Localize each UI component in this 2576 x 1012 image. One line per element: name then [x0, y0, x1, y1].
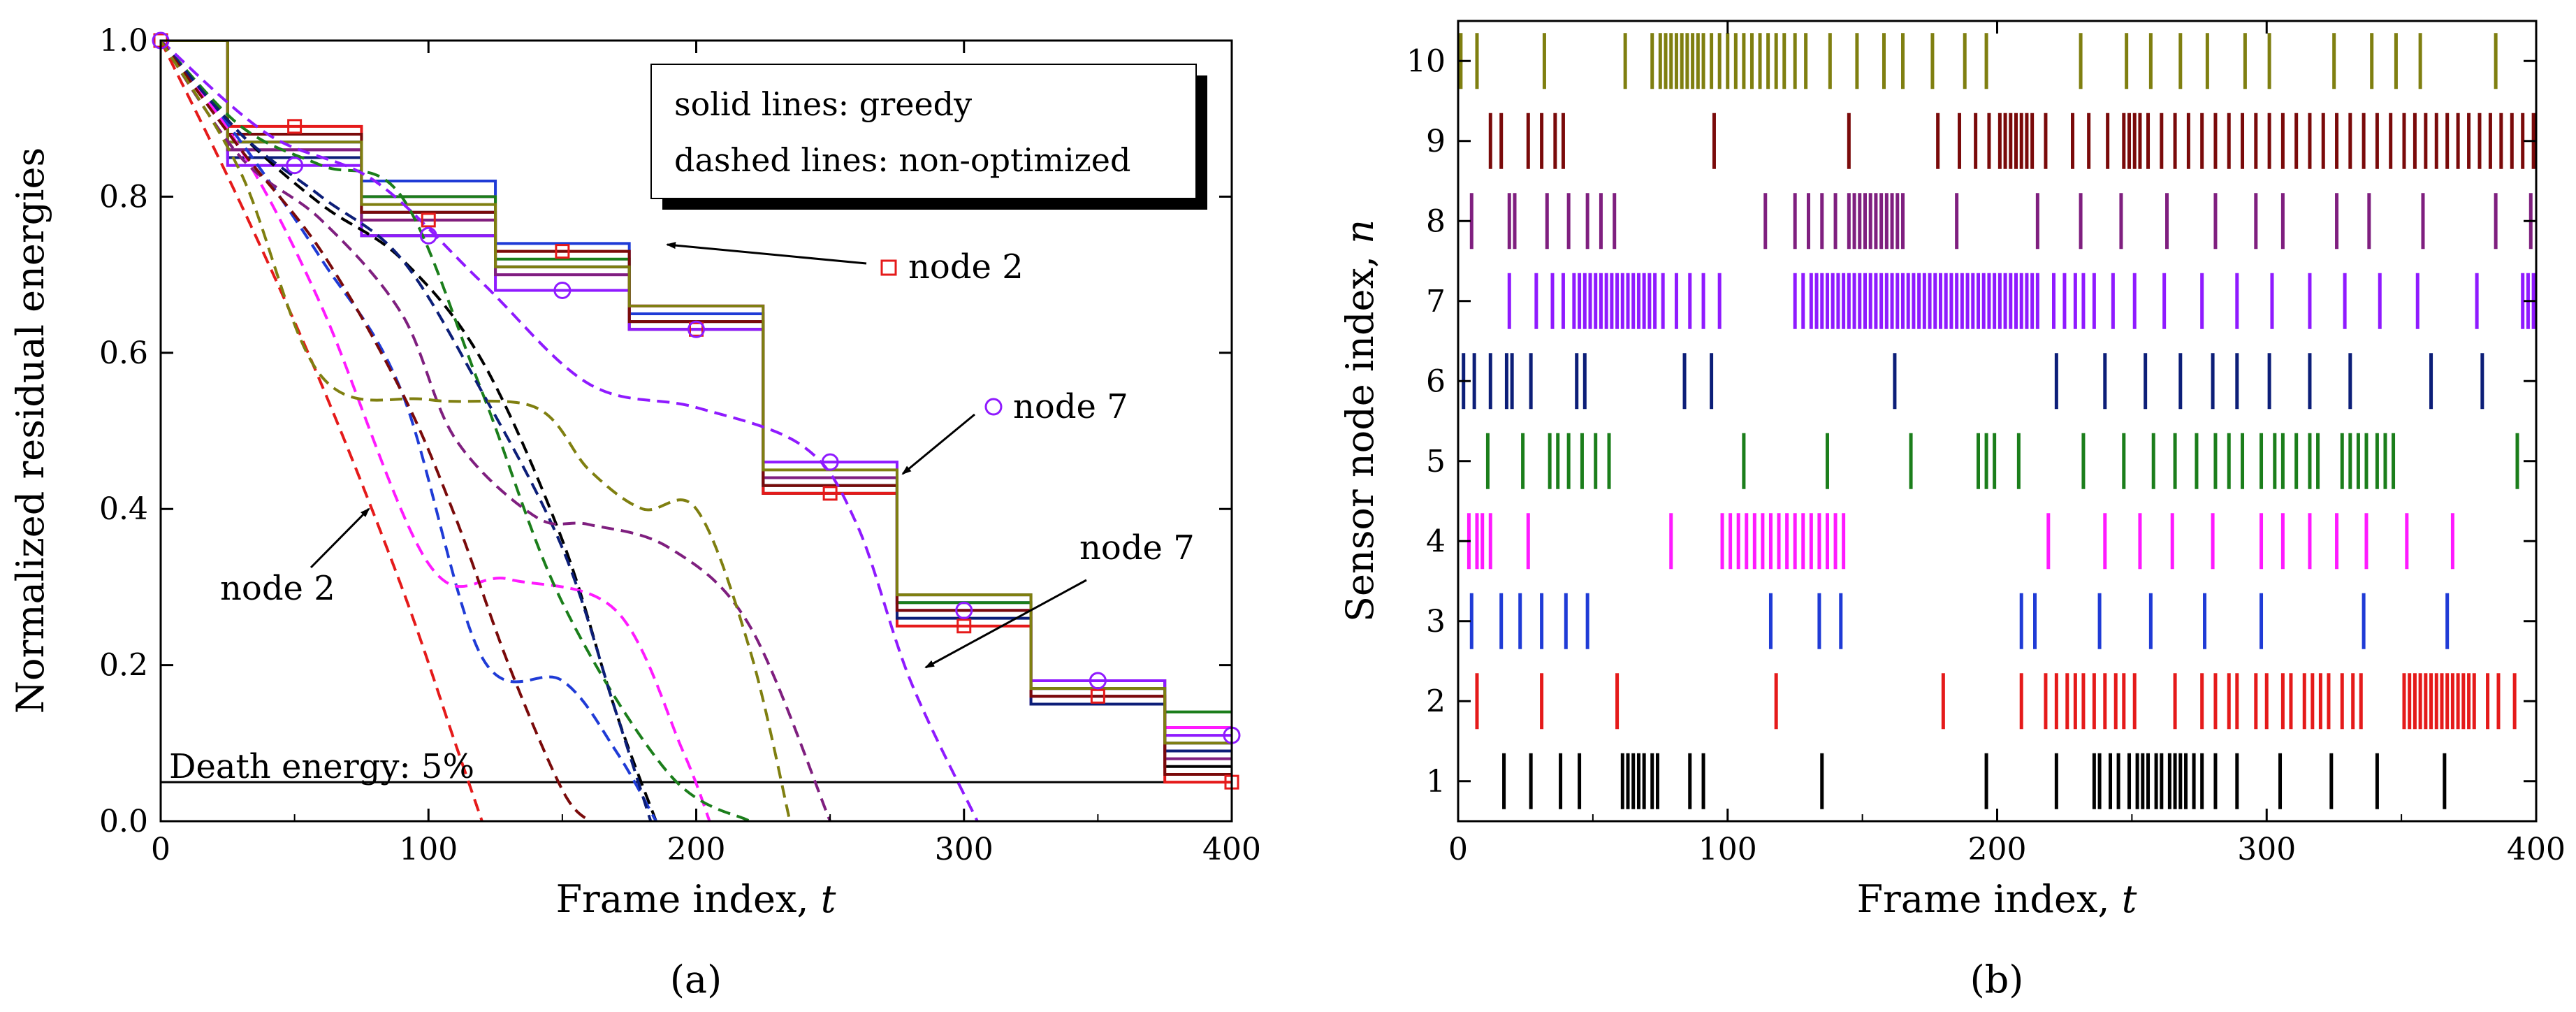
arrow-node7-dashed — [924, 579, 1087, 669]
legend-entry-greedy: solid lines: greedy — [674, 85, 972, 123]
y-tick-label: 0.4 — [99, 491, 148, 527]
y-tick-label-b: 9 — [1426, 124, 1446, 159]
marker-node7-point — [419, 226, 437, 245]
panel-a-chart: 0 100 200 300 400 0.0 0.2 0.4 0.6 0.8 1.0 solid li… — [8, 23, 1261, 1002]
label-node2-dashed: node 2 — [220, 569, 335, 608]
legend-box — [650, 64, 1197, 199]
series-line-non-optimized-node-2 — [161, 41, 483, 821]
x-axis-title-b: Frame index, t — [1857, 877, 2137, 921]
y-tick-label-b: 3 — [1426, 604, 1446, 639]
legend: solid lines: greedy dashed lines: non-op… — [650, 64, 1207, 210]
panel-label-a: (a) — [670, 957, 722, 1002]
y-tick-label-b: 2 — [1426, 684, 1446, 719]
marker-node2-point — [421, 212, 436, 228]
y-tick-label-b: 8 — [1426, 203, 1446, 239]
marker-node2-point — [822, 486, 838, 501]
plot-frame-b — [1457, 20, 2538, 823]
marker-node7-point — [1089, 672, 1107, 690]
marker-node7-point — [955, 601, 973, 619]
y-tick-label-b: 6 — [1426, 363, 1446, 399]
marker-node2-point — [287, 119, 303, 134]
y-tick-label: 0.6 — [99, 335, 148, 371]
series-line-non-optimized-node-5 — [161, 41, 751, 821]
series-line-non-optimized-node-4 — [161, 41, 711, 821]
arrow-node7-solid — [901, 413, 975, 475]
x-tick-label: 0 — [151, 832, 170, 867]
legend-entry-non-optimized: dashed lines: non-optimized — [674, 141, 1130, 179]
x-tick-label-b: 200 — [1968, 832, 2027, 867]
marker-node7-point — [821, 453, 839, 471]
series-line-non-optimized-node-9 — [161, 41, 590, 821]
y-tick-label: 0.8 — [99, 179, 148, 215]
marker-node7-point — [687, 320, 705, 338]
event-ticks — [1459, 33, 2535, 809]
series-line-greedy-node-10 — [161, 41, 1232, 745]
x-axis-title: Frame index, t — [556, 877, 836, 921]
marker-node2-point — [689, 321, 704, 337]
y-tick-label-b: 10 — [1406, 43, 1446, 79]
x-tick-label-b: 400 — [2507, 832, 2566, 867]
x-tick-label: 300 — [935, 832, 994, 867]
series-line-non-optimized-node-6 — [161, 41, 653, 821]
annotations: node 2 node 7 node 7 node 2 Death energy… — [169, 242, 1195, 786]
panel-label-b: (b) — [1970, 957, 2024, 1002]
y-tick-label-b: 1 — [1426, 764, 1446, 800]
y-tick-label: 1.0 — [99, 23, 148, 59]
marker-node7-point — [286, 157, 304, 175]
axis-ticks-b: 0 100 200 300 400 1 2 3 4 5 6 7 8 9 10 — [1406, 21, 2566, 867]
y-tick-label-b: 4 — [1426, 523, 1446, 559]
series-line-non-optimized-node-7 — [161, 41, 979, 821]
axis-ticks: 0 100 200 300 400 0.0 0.2 0.4 0.6 0.8 1.0 — [99, 23, 1261, 867]
y-tick-label-b: 7 — [1426, 284, 1446, 319]
y-axis-title: Normalized residual energies — [8, 147, 52, 714]
y-tick-label: 0.2 — [99, 648, 148, 684]
marker-node2-point — [555, 244, 570, 259]
arrow-node2-dashed — [310, 507, 370, 569]
x-tick-label: 100 — [399, 832, 458, 867]
label-node7-solid: node 7 — [1013, 387, 1128, 426]
node2-marker-icon — [880, 259, 897, 276]
x-tick-label: 200 — [667, 832, 726, 867]
series-line-non-optimized-node-10 — [161, 41, 792, 821]
marker-node2-point — [1090, 688, 1105, 704]
death-energy-label: Death energy: 5% — [169, 747, 474, 786]
x-tick-label-b: 0 — [1448, 832, 1468, 867]
series-line-non-optimized-node-3 — [161, 41, 657, 821]
label-node2-solid: node 2 — [908, 247, 1024, 287]
y-axis-title-b: Sensor node index, n — [1338, 219, 1382, 622]
x-tick-label-b: 300 — [2237, 832, 2296, 867]
y-tick-label-b: 5 — [1426, 444, 1446, 479]
marker-node7-point — [553, 281, 572, 299]
marker-node2-point — [956, 619, 972, 634]
label-node7-dashed: node 7 — [1079, 528, 1195, 568]
arrow-node2-solid — [666, 242, 867, 265]
node7-marker-icon — [984, 398, 1003, 416]
y-tick-label: 0.0 — [99, 804, 148, 839]
x-tick-label: 400 — [1202, 832, 1261, 867]
x-tick-label-b: 100 — [1698, 832, 1757, 867]
